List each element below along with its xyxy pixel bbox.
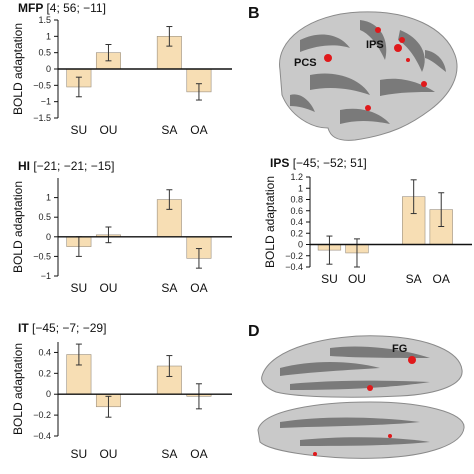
category-label: SA [406,272,422,286]
y-axis-label: BOLD adaptation [263,176,277,268]
category-label: SU [71,447,88,461]
chart-title-coords: [4; 56; −11] [46,1,106,15]
y-tick-label: −0.4 [33,431,51,441]
label-ips: IPS [366,39,384,51]
category-label: SU [71,281,88,295]
y-tick-label: −0.5 [33,80,51,90]
y-tick-label: −0.2 [33,410,51,420]
cortex-lower [257,401,465,459]
category-label: SA [161,281,177,295]
y-tick-label: 1 [46,193,51,203]
panel-letter-d: D [248,323,260,340]
chart-title-coords: [−45; −52; 51] [293,156,367,170]
chart-title: IPS [−45; −52; 51] [270,156,367,170]
category-label: OA [433,272,450,286]
y-tick-label: 0.2 [38,368,51,378]
y-tick-label: 0.2 [290,228,303,238]
y-tick-label: −1 [41,97,51,107]
chart-it: IT [−45; −7; −29] 0.4 0.2 0 −0.2 −0.4 BOLD ada… [11,321,232,461]
category-label: SA [161,447,177,461]
category-label: OU [99,447,117,461]
chart-hi: HI [−21; −21; −15] 1 0.5 0 −0.5 −1 BOLD adapta… [11,159,232,295]
chart-title-region: IPS [270,156,293,170]
y-tick-label: −1 [41,271,51,281]
y-tick-label: 0 [46,232,51,242]
panel-hi: HI [−21; −21; −15] 1 0.5 0 −0.5 −1 BOLD adapta… [0,158,235,308]
panel-mfp: MFP [4; 56; −11] 1.5 1 0.5 0 −0.5 −1 −1.5 BOLD a… [0,0,235,150]
panel-it: IT [−45; −7; −29] 0.4 0.2 0 −0.2 −0.4 BOLD ada… [0,318,235,474]
chart-title-region: IT [18,321,32,335]
y-tick-label: 0.8 [290,195,303,205]
y-tick-label: 0.5 [38,48,51,58]
category-label: OU [99,123,117,137]
category-label: SU [321,272,338,286]
category-label: SA [161,123,177,137]
category-label: OA [190,447,207,461]
chart-title: MFP [4; 56; −11] [18,1,106,15]
y-tick-label: 1.5 [38,15,51,25]
y-tick-label: 1 [298,183,303,193]
sulci-pattern-ventral [280,346,430,446]
chart-title-region: HI [18,159,33,173]
y-tick-label: −0.4 [285,262,303,272]
y-tick-label: 0.5 [38,212,51,222]
brain-panel-d: D FG [240,318,474,474]
chart-title-coords: [−45; −7; −29] [32,321,106,335]
chart-title: IT [−45; −7; −29] [18,321,106,335]
chart-title-region: MFP [18,1,46,15]
y-tick-label: 0.4 [290,217,303,227]
panel-ips: IPS [−45; −52; 51] 1.2 1 0.8 0.6 0.4 0.2 0 −0.2−… [240,155,474,295]
chart-mfp: MFP [4; 56; −11]1.5 1 0.5 0 −0.5 −1 −1.5 BOLD a… [11,1,232,137]
label-pcs: PCS [294,57,317,69]
y-tick-label: 0 [46,389,51,399]
y-tick-label: −1.5 [33,113,51,123]
chart-title-coords: [−21; −21; −15] [33,159,114,173]
y-tick-label: 1.2 [290,172,303,182]
brain-lateral-image: B PCS IPS [248,5,458,141]
y-tick-label: 0.4 [38,347,51,357]
chart-ips: IPS [−45; −52; 51] 1.21 0.80.60.40.2 0−0.2−… [263,156,472,286]
y-axis-label: BOLD adaptation [11,181,25,273]
y-tick-label: 0 [298,240,303,250]
y-tick-label: 0.6 [290,206,303,216]
panel-letter-b: B [248,5,260,22]
activation-spots [324,27,427,111]
category-label: OU [99,281,117,295]
category-label: OA [190,281,207,295]
y-tick-label: −0.5 [33,251,51,261]
y-tick-label: −0.2 [285,251,303,261]
category-label: OU [348,272,366,286]
brain-ventral-image: D FG [248,323,465,459]
y-axis-label: BOLD adaptation [11,343,25,435]
category-label: OA [190,123,207,137]
y-tick-label: 1 [46,31,51,41]
y-tick-label: 0 [46,64,51,74]
label-fg: FG [392,343,407,355]
brain-panel-b: B PCS IPS [240,0,474,150]
y-axis-label: BOLD adaptation [11,23,25,115]
category-label: SU [71,123,88,137]
activation-spots-ventral [313,356,416,456]
chart-title: HI [−21; −21; −15] [18,159,114,173]
